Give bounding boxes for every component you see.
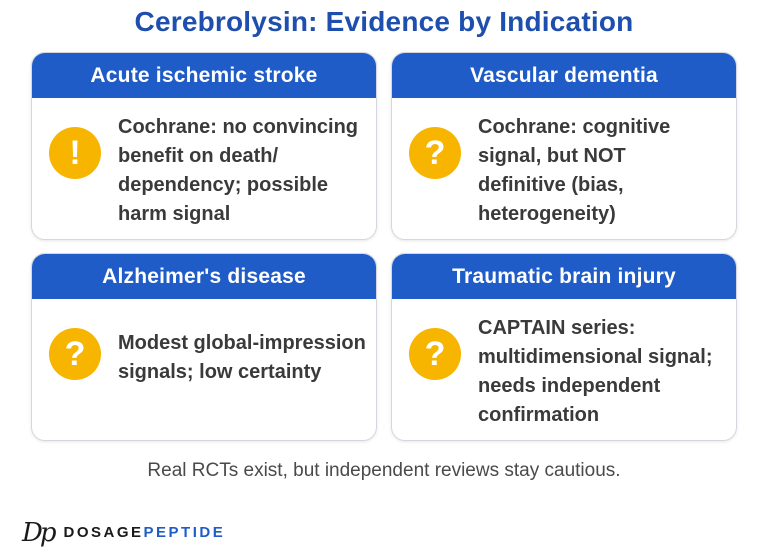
card-text: Cochrane: cognitive signal, but NOT defi…: [478, 116, 671, 225]
card-text: Cochrane: no convincing benefit on death…: [118, 116, 359, 225]
brand-mark-icon: Dp: [22, 518, 56, 548]
card-body: ! Cochrane: no convincing benefit on dea…: [32, 98, 376, 239]
card-heading: Vascular dementia: [392, 53, 736, 98]
card-acute-ischemic-stroke: Acute ischemic stroke ! Cochrane: no con…: [31, 52, 377, 240]
brand-name: DOSAGEPEPTIDE: [64, 518, 226, 548]
brand-name-part1: DOSAGE: [63, 524, 144, 541]
footnote: Real RCTs exist, but independent reviews…: [147, 460, 621, 481]
page-title: Cerebrolysin: Evidence by Indication: [134, 6, 634, 37]
card-text: CAPTAIN series: multidimensional signal;…: [478, 317, 713, 426]
brand-logo: Dp DOSAGEPEPTIDE: [22, 518, 225, 548]
brand-name-part2: PEPTIDE: [143, 524, 226, 541]
card-heading: Alzheimer's disease: [32, 254, 376, 299]
card-text: Modest global-impression signals; low ce…: [118, 332, 366, 383]
card-heading: Traumatic brain injury: [392, 254, 736, 299]
card-body: ? Cochrane: cognitive signal, but NOT de…: [392, 98, 736, 239]
card-traumatic-brain-injury: Traumatic brain injury ? CAPTAIN series:…: [391, 253, 737, 441]
card-vascular-dementia: Vascular dementia ? Cochrane: cognitive …: [391, 52, 737, 240]
card-alzheimers-disease: Alzheimer's disease ? Modest global-impr…: [31, 253, 377, 441]
card-body: ? CAPTAIN series: multidimensional signa…: [392, 299, 736, 440]
question-icon: ?: [49, 328, 101, 380]
card-heading: Acute ischemic stroke: [32, 53, 376, 98]
exclamation-icon: !: [49, 127, 101, 179]
question-icon: ?: [409, 328, 461, 380]
question-icon: ?: [409, 127, 461, 179]
card-body: ? Modest global-impression signals; low …: [32, 299, 376, 440]
